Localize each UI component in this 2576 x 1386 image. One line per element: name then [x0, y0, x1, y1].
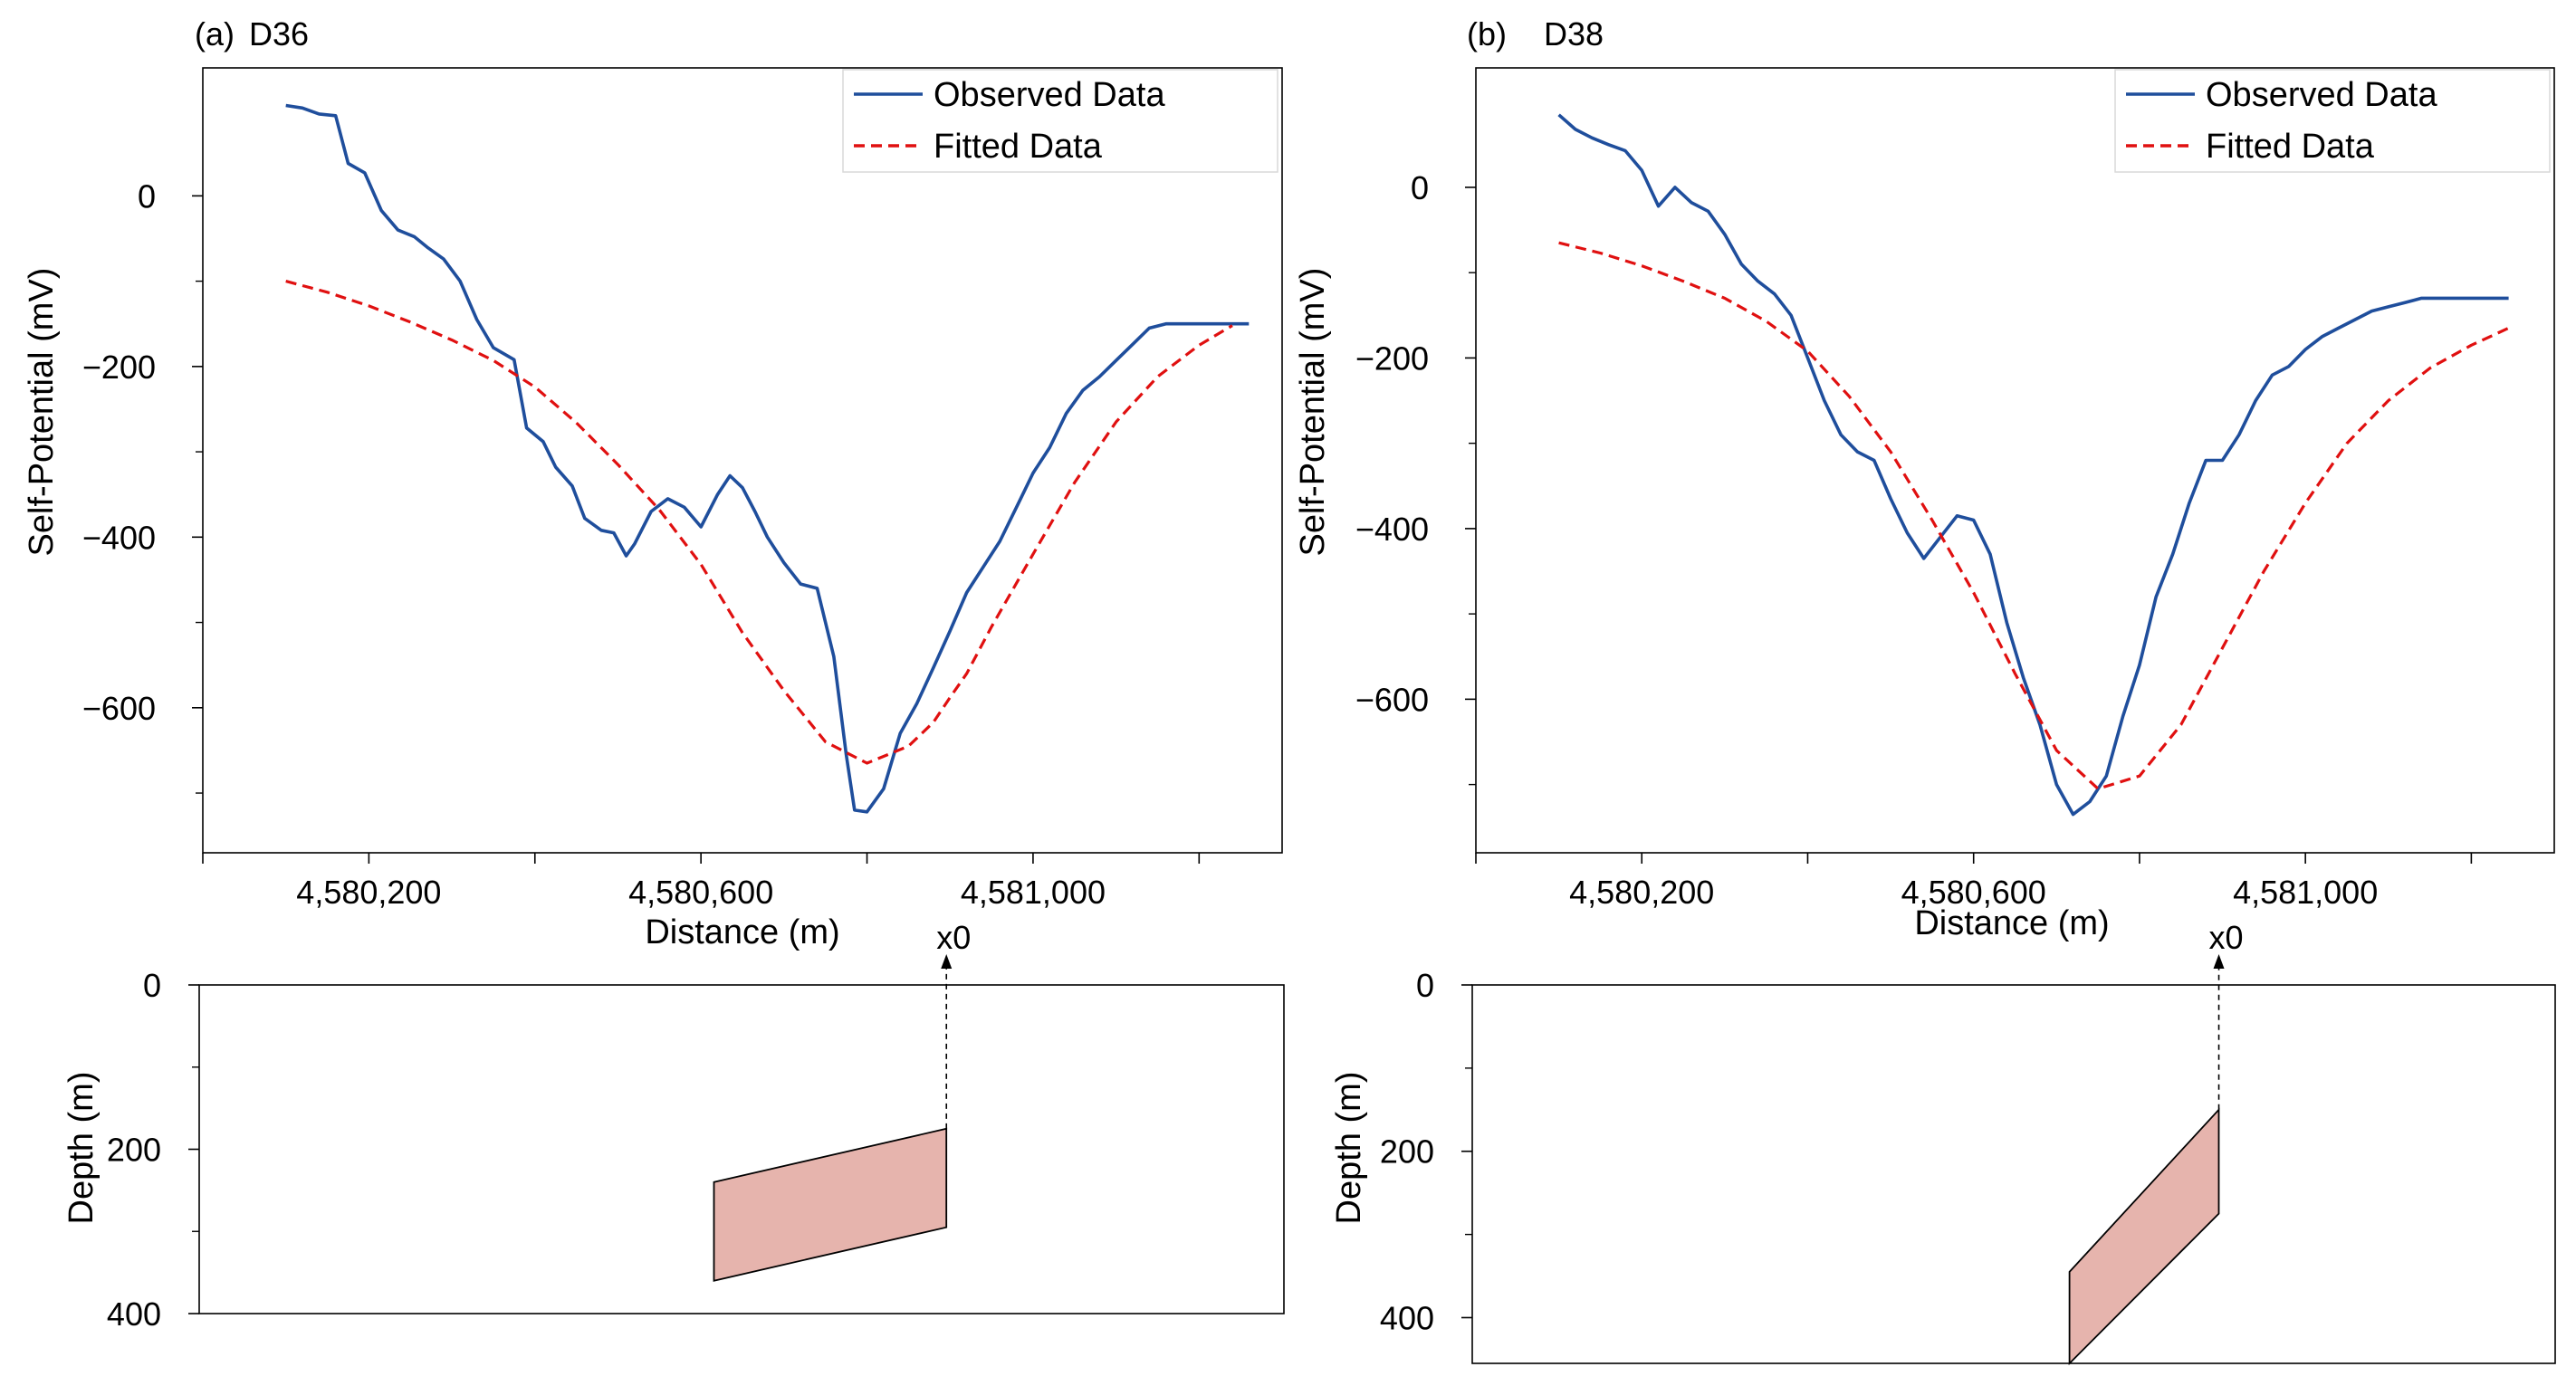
- panel-b-xlabel: Distance (m): [1914, 904, 2109, 942]
- panel-b-title: D38: [1544, 15, 1604, 53]
- depth-a-x0-arrow-head: [941, 954, 953, 969]
- panel-a-title: D36: [249, 15, 309, 53]
- panel-a-label: (a): [195, 15, 235, 53]
- panel-b-legend-box: [2114, 69, 2551, 173]
- panel-a-observed-line: [285, 103, 1250, 814]
- panel-b-xtick-label: 4,580,200: [1569, 874, 1714, 911]
- panel-a-fitted-line: [285, 280, 1233, 765]
- depth-a-x0-label: x0: [936, 919, 971, 956]
- depth-b-source-body: [2068, 1107, 2220, 1366]
- panel-b-ylabel: Self-Potential (mV): [1294, 268, 1332, 557]
- depth-a-ytick-label: 0: [143, 967, 161, 1004]
- depth-b-x0-label: x0: [2209, 919, 2244, 956]
- depth-a-source-body: [713, 1127, 948, 1282]
- panel-b-ytick-label: −400: [1355, 511, 1429, 548]
- depth-b-axes-frame: [1471, 984, 2556, 1364]
- depth-a-plot: 0 200 400 x0: [107, 919, 971, 1333]
- panel-b-ytick-label: −600: [1355, 681, 1429, 718]
- depth-a-ytick-label: 200: [107, 1132, 161, 1169]
- panel-a-axes-frame: [202, 67, 1283, 854]
- depth-a-ylabel: Depth (m): [62, 1072, 101, 1225]
- panel-a-ytick-label: −200: [82, 349, 156, 386]
- panel-b-legend-label: Observed Data: [2206, 76, 2437, 114]
- depth-b-ytick-label: 400: [1380, 1299, 1434, 1336]
- panel-b-label: (b): [1467, 15, 1507, 53]
- panel-a-xtick-label: 4,581,000: [961, 874, 1106, 911]
- depth-b-ylabel: Depth (m): [1330, 1072, 1368, 1225]
- panel-a-xlabel: Distance (m): [645, 913, 839, 951]
- panel-b-xtick-label: 4,580,600: [1901, 874, 2046, 911]
- panel-a-ylabel: Self-Potential (mV): [23, 268, 61, 557]
- panel-a-ytick-label: −600: [82, 690, 156, 727]
- panel-a-xtick-label: 4,580,200: [296, 874, 441, 911]
- depth-a-ytick-label: 400: [107, 1295, 161, 1333]
- panel-b-fitted-line: [1558, 241, 2510, 790]
- depth-b-ytick-label: 200: [1380, 1133, 1434, 1171]
- depth-b-x0-arrow-head: [2213, 954, 2225, 969]
- panel-b-axes-frame: [1475, 67, 2555, 854]
- panel-b-xtick-label: 4,581,000: [2233, 874, 2378, 911]
- panel-b-legend-label: Fitted Data: [2206, 128, 2375, 166]
- panel-b-ytick-label: 0: [1411, 169, 1429, 206]
- panel-b-observed-line: [1557, 113, 2509, 817]
- panel-a-legend-box: [842, 69, 1278, 173]
- panel-b-ytick-label: −200: [1355, 339, 1429, 377]
- panel-a-legend-label: Observed Data: [934, 76, 1165, 114]
- panel-a-legend-label: Fitted Data: [934, 128, 1103, 166]
- depth-b-ytick-label: 0: [1416, 967, 1434, 1004]
- panel-a-ytick-label: −400: [82, 519, 156, 556]
- panel-a-plot: 0 −200 −400 −600 4,580,200 4,580,600 4,581,000…: [82, 69, 1278, 911]
- panel-a-ytick-label: 0: [138, 177, 156, 215]
- panel-a-xtick-label: 4,580,600: [628, 874, 773, 911]
- panel-b-plot: 0 −200 −400 −600 4,580,200 4,580,600 4,581,000…: [1355, 69, 2551, 911]
- depth-b-plot: 0 200 400 x0: [1380, 919, 2244, 1366]
